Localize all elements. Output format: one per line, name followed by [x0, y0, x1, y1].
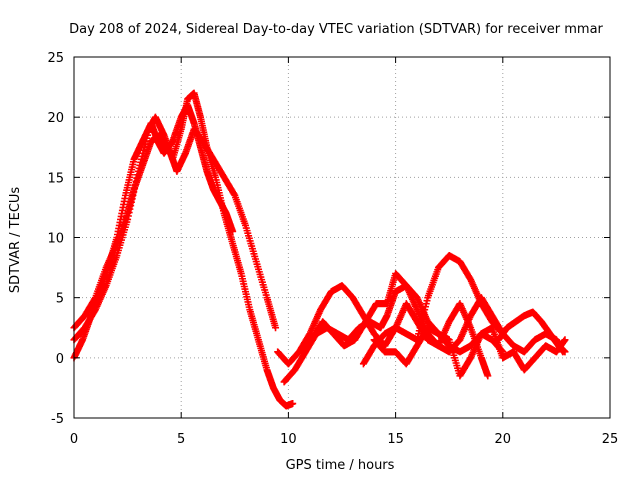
data-point: [484, 372, 492, 380]
data-point: [272, 324, 280, 332]
series-sat-track-6: [297, 270, 507, 356]
data-point: [229, 227, 237, 235]
grid-lines: [74, 57, 610, 418]
x-tick-label: 15: [387, 432, 404, 447]
y-tick-label: 0: [56, 352, 64, 367]
series-sat-track-3: [70, 125, 280, 332]
series-sat-track-8: [370, 324, 569, 380]
y-tick-label: -5: [51, 412, 64, 427]
series-sat-track-9: [495, 308, 569, 356]
y-tick-label: 15: [47, 171, 64, 186]
x-tick-label: 25: [602, 432, 619, 447]
data-series: [70, 89, 569, 410]
y-tick-label: 10: [47, 232, 64, 247]
data-point: [289, 400, 297, 408]
x-tick-label: 0: [70, 432, 78, 447]
x-tick-label: 5: [177, 432, 185, 447]
y-tick-label: 25: [47, 51, 64, 66]
x-tick-label: 20: [495, 432, 512, 447]
y-axis-label: SDTVAR / TECUs: [8, 187, 23, 294]
chart-title: Day 208 of 2024, Sidereal Day-to-day VTE…: [69, 22, 603, 37]
data-point: [561, 336, 569, 344]
axis-ticks: 0 5 10 15 20 25 -5 0 5 10 15 20 25: [47, 51, 618, 447]
y-tick-label: 20: [47, 111, 64, 126]
data-point: [561, 348, 569, 356]
y-tick-label: 5: [56, 292, 64, 307]
x-tick-label: 10: [280, 432, 297, 447]
series-sat-track-1: [70, 89, 297, 410]
x-axis-label: GPS time / hours: [286, 458, 395, 473]
